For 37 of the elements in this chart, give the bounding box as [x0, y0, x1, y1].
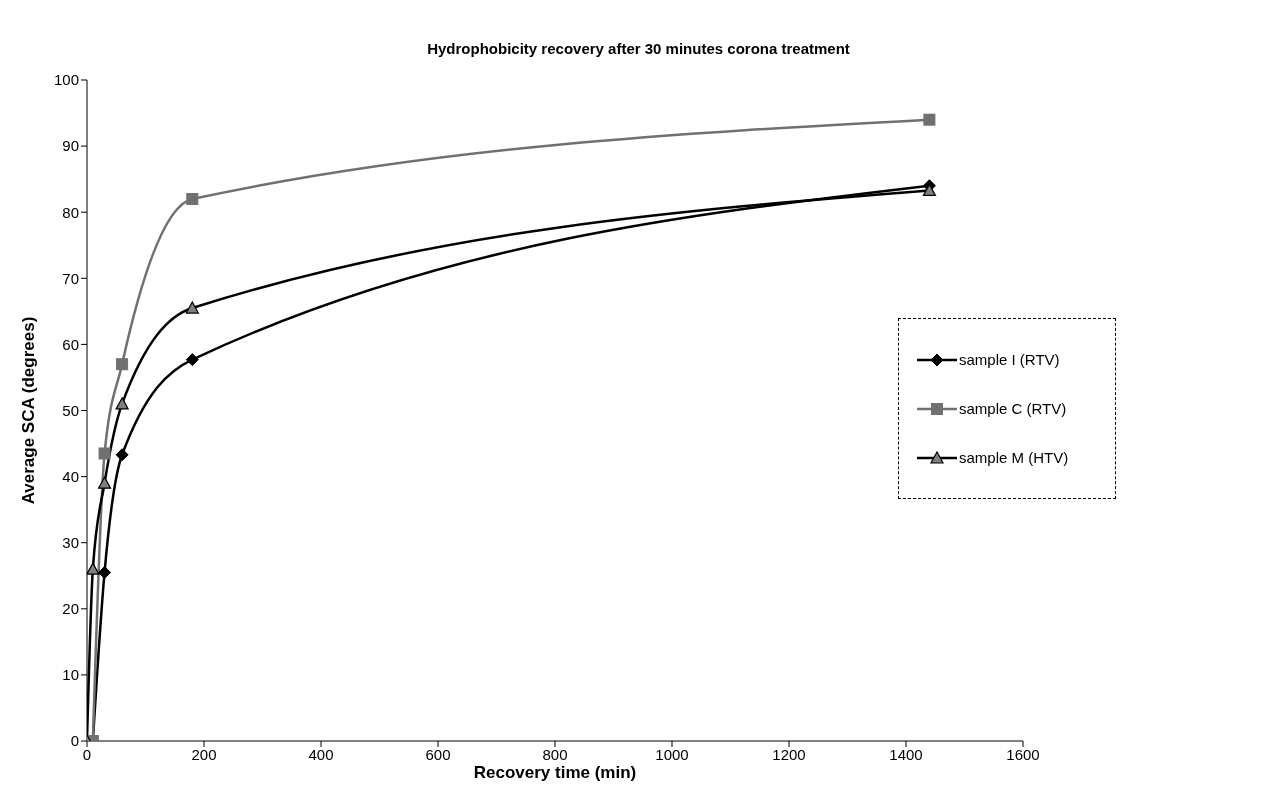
- y-axis-title: Average SCA (degrees): [19, 316, 39, 505]
- x-tick-label: 200: [191, 745, 217, 763]
- point: [186, 192, 199, 205]
- x-axis-title: Recovery time (min): [473, 763, 637, 782]
- point: [98, 447, 111, 460]
- chart-title: Hydrophobicity recovery after 30 minutes corona treatment: [426, 40, 851, 57]
- y-tick-label: 80: [62, 203, 79, 221]
- legend-label: sample I (RTV): [959, 351, 1060, 368]
- point: [115, 397, 129, 410]
- y-tick-label: 70: [62, 269, 79, 287]
- x-tick-label: 0: [82, 745, 92, 763]
- legend-label: sample M (HTV): [959, 449, 1069, 466]
- point: [87, 562, 100, 575]
- y-tick-label: 20: [62, 600, 79, 618]
- x-tick-label: 1600: [1006, 745, 1040, 763]
- x-tick-label: 600: [425, 745, 451, 763]
- y-tick-label: 100: [53, 71, 79, 89]
- x-tick-label: 1000: [655, 745, 689, 763]
- point: [185, 353, 199, 367]
- point: [923, 113, 936, 126]
- point: [115, 448, 129, 462]
- y-tick-label: 60: [62, 335, 79, 353]
- y-tick-label: 10: [62, 666, 79, 684]
- y-tick-label: 40: [62, 467, 79, 485]
- y-tick-label: 90: [62, 137, 79, 155]
- point: [185, 301, 199, 314]
- y-tick-label: 50: [62, 401, 79, 419]
- point: [98, 565, 112, 579]
- x-tick-label: 1400: [889, 745, 923, 763]
- x-tick-label: 400: [308, 745, 334, 763]
- x-tick-label: 1200: [772, 745, 806, 763]
- x-tick-label: 800: [542, 745, 568, 763]
- legend-label: sample C (RTV): [959, 400, 1067, 417]
- y-tick-label: 0: [70, 732, 79, 750]
- y-tick-label: 30: [62, 534, 79, 552]
- point: [97, 476, 112, 489]
- point: [116, 358, 129, 371]
